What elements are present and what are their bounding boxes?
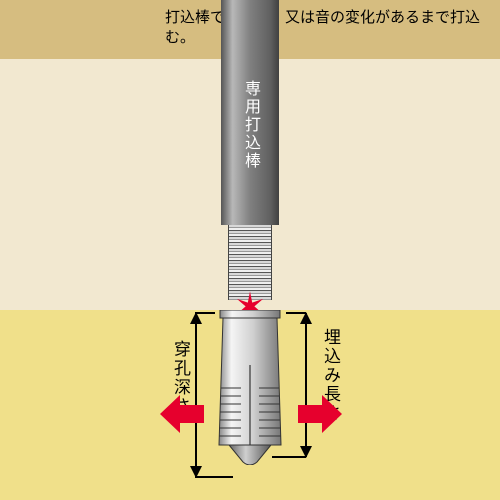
driving-rod: 専用打込棒: [221, 0, 279, 225]
expansion-arrow-right-icon: [298, 395, 342, 433]
instruction-text: 打込棒で手応え、又は音の変化があるまで打込む。: [165, 9, 480, 46]
tick-left-bottom: [195, 476, 233, 478]
anchor-sleeve: [215, 310, 285, 465]
tick-right-top: [286, 312, 306, 314]
rod-label: 専用打込棒: [238, 80, 262, 170]
expansion-arrow-left-icon: [160, 395, 204, 433]
anchor-shape: [215, 310, 285, 465]
tick-right-bottom: [272, 456, 306, 458]
dim-line-embed-length: [305, 313, 307, 457]
tick-left-top: [195, 312, 215, 314]
